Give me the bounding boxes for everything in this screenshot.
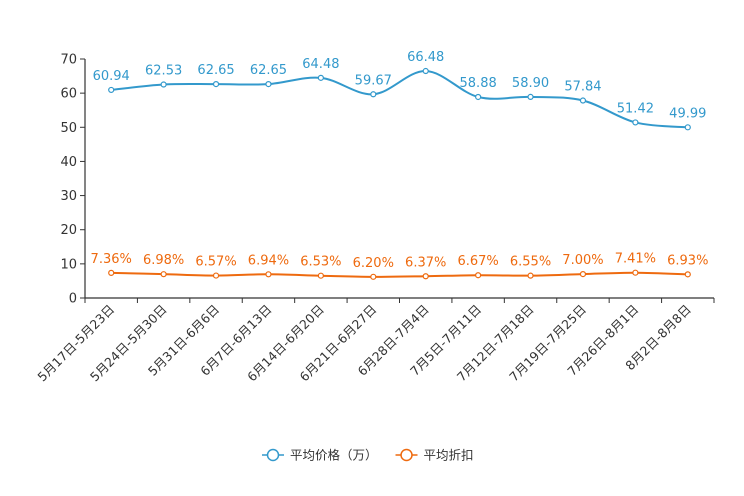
y-tick-label: 10 <box>60 257 77 272</box>
data-point[interactable] <box>422 67 429 75</box>
data-label: 58.88 <box>460 76 497 91</box>
legend-label: 平均价格（万） <box>290 448 378 463</box>
data-point[interactable] <box>422 273 429 280</box>
data-point[interactable] <box>160 271 167 278</box>
data-label: 62.65 <box>197 63 234 78</box>
legend-label: 平均折扣 <box>424 448 474 463</box>
data-label: 7.00% <box>562 253 603 268</box>
legend-item-1[interactable]: 平均折扣 <box>395 448 474 463</box>
legend-circle-marker <box>400 448 413 462</box>
y-tick-label: 60 <box>60 87 77 102</box>
data-labels: 60.94 62.53 62.65 62.65 64.48 59.67 66.48 58.88… <box>91 50 709 271</box>
y-tick-label: 70 <box>60 53 77 68</box>
series-line-1 <box>111 271 688 278</box>
data-point[interactable] <box>212 80 220 88</box>
data-point[interactable] <box>632 119 639 126</box>
data-point[interactable] <box>370 91 377 98</box>
data-label: 62.65 <box>250 63 287 78</box>
data-label: 6.55% <box>510 255 551 270</box>
data-point[interactable] <box>317 272 324 279</box>
data-label: 57.84 <box>564 80 601 95</box>
data-label: 6.53% <box>300 255 341 270</box>
y-tick-label: 30 <box>60 189 77 204</box>
data-label: 6.67% <box>457 254 498 269</box>
data-label: 49.99 <box>669 106 706 121</box>
data-label: 6.37% <box>405 255 446 270</box>
data-label: 59.67 <box>355 73 392 88</box>
data-point[interactable] <box>632 269 639 276</box>
y-tick-label: 0 <box>69 292 77 307</box>
data-point[interactable] <box>579 97 587 104</box>
data-point[interactable] <box>160 81 167 88</box>
data-point[interactable] <box>684 271 691 278</box>
data-label: 51.42 <box>617 101 654 116</box>
y-tick-label: 20 <box>60 223 77 238</box>
data-point[interactable] <box>527 272 534 279</box>
data-label: 6.20% <box>353 256 394 271</box>
legend-item-0[interactable]: 平均价格（万） <box>262 448 378 463</box>
legend-circle-marker <box>266 448 280 462</box>
data-point[interactable] <box>265 271 272 278</box>
data-point[interactable] <box>475 272 482 279</box>
data-label: 60.94 <box>93 69 130 84</box>
data-label: 66.48 <box>407 50 444 65</box>
data-point[interactable] <box>317 74 324 81</box>
data-point[interactable] <box>684 124 691 131</box>
data-point[interactable] <box>579 271 587 278</box>
data-point[interactable] <box>108 86 115 94</box>
data-point[interactable] <box>370 273 377 280</box>
data-point[interactable] <box>527 93 534 100</box>
data-label: 6.57% <box>195 255 236 270</box>
y-tick-label: 50 <box>60 121 77 136</box>
y-tick-label: 40 <box>60 155 77 170</box>
legend[interactable]: 平均价格（万） 平均折扣 <box>262 448 474 463</box>
data-label: 7.36% <box>91 252 132 267</box>
data-point[interactable] <box>475 93 482 101</box>
data-point[interactable] <box>212 272 220 279</box>
data-label: 64.48 <box>302 57 339 72</box>
data-label: 6.93% <box>667 253 708 268</box>
data-point[interactable] <box>265 80 272 88</box>
data-label: 6.94% <box>248 253 289 268</box>
data-label: 6.98% <box>143 253 184 268</box>
data-label: 7.41% <box>615 252 656 267</box>
axes: 0102030405060705月17日-5月23日5月24日-5月30日5月3… <box>34 53 715 384</box>
data-label: 58.90 <box>512 76 549 91</box>
series-lines <box>108 67 691 280</box>
data-label: 62.53 <box>145 64 182 79</box>
data-point[interactable] <box>108 269 115 276</box>
series-line-0 <box>111 70 688 129</box>
